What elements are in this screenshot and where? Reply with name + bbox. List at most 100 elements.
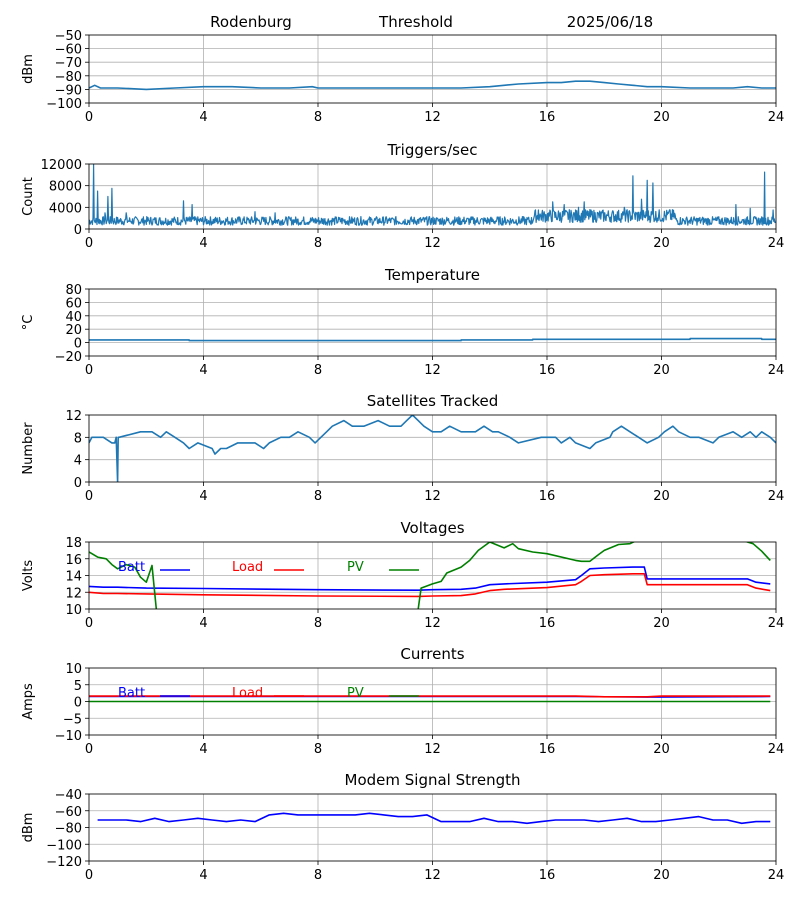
y-tick-label: −40 bbox=[55, 788, 82, 803]
x-tick-label: 4 bbox=[199, 742, 207, 757]
x-tick-label: 24 bbox=[768, 236, 785, 251]
x-tick-label: 8 bbox=[314, 236, 322, 251]
x-tick-label: 24 bbox=[768, 110, 785, 125]
x-tick-label: 24 bbox=[768, 489, 785, 504]
y-tick-label: 12 bbox=[65, 586, 82, 601]
station-name: Rodenburg bbox=[210, 13, 292, 31]
y-tick-label: 18 bbox=[65, 536, 82, 551]
y-tick-label: 0 bbox=[74, 696, 82, 711]
panel-title: Currents bbox=[400, 645, 464, 663]
series-line bbox=[89, 337, 776, 342]
y-tick-label: 80 bbox=[65, 283, 82, 298]
y-tick-label: 5 bbox=[74, 679, 82, 694]
y-tick-label: −100 bbox=[46, 838, 82, 853]
x-tick-label: 8 bbox=[314, 742, 322, 757]
axes-frame bbox=[88, 667, 777, 736]
x-tick-label: 0 bbox=[85, 110, 93, 125]
legend-label-load: Load bbox=[232, 686, 263, 701]
series-line-load bbox=[89, 695, 771, 698]
axes-frame bbox=[88, 34, 777, 104]
y-tick-label: 14 bbox=[65, 570, 82, 585]
y-tick-label: 0 bbox=[74, 476, 82, 491]
x-tick-label: 0 bbox=[85, 868, 93, 883]
x-tick-label: 8 bbox=[314, 616, 322, 631]
y-axis-label: Volts bbox=[21, 560, 36, 592]
x-tick-label: 4 bbox=[199, 616, 207, 631]
axes-frame bbox=[88, 793, 777, 862]
series-line-batt bbox=[89, 566, 771, 591]
x-tick-label: 24 bbox=[768, 868, 785, 883]
series-line-load bbox=[89, 573, 771, 598]
panel-triggers: 0 4 8 12 16 20 24 0 4000 8000 12000 Triggers/sec Cou… bbox=[21, 141, 784, 251]
series-line bbox=[97, 812, 771, 825]
x-tick-label: 12 bbox=[424, 110, 441, 125]
x-tick-label: 12 bbox=[424, 489, 441, 504]
x-tick-label: 20 bbox=[653, 110, 670, 125]
y-tick-label: −100 bbox=[46, 97, 82, 112]
y-tick-label: 8000 bbox=[49, 180, 82, 195]
legend-label-pv: PV bbox=[347, 686, 364, 701]
y-tick-label: 20 bbox=[65, 323, 82, 338]
y-tick-label: 60 bbox=[65, 296, 82, 311]
y-tick-label: 12000 bbox=[41, 158, 82, 173]
x-tick-label: 4 bbox=[199, 236, 207, 251]
panel-modem-signal: 0 4 8 12 16 20 24 −120 −100−80 −60 −40 Modem Signal… bbox=[21, 771, 784, 883]
x-tick-label: 16 bbox=[539, 616, 556, 631]
y-axis-label: dBm bbox=[21, 813, 36, 843]
y-tick-label: −80 bbox=[55, 822, 82, 837]
axes-frame bbox=[88, 541, 777, 610]
x-tick-label: 16 bbox=[539, 868, 556, 883]
legend-label-load: Load bbox=[232, 560, 263, 575]
series-line bbox=[89, 164, 776, 226]
axes-frame bbox=[88, 163, 777, 230]
x-tick-label: 4 bbox=[199, 868, 207, 883]
y-tick-label: −90 bbox=[55, 83, 82, 98]
y-tick-label: −10 bbox=[55, 729, 82, 744]
series-line bbox=[89, 80, 776, 91]
panel-title: Satellites Tracked bbox=[367, 392, 498, 410]
legend-label-batt: Batt bbox=[118, 560, 145, 575]
panel-title: Triggers/sec bbox=[387, 141, 478, 159]
x-tick-label: 0 bbox=[85, 616, 93, 631]
panel-rssi: 0 4 8 12 16 20 24 −100−90−80−70−60−50 dBm bbox=[21, 29, 784, 125]
x-tick-label: 24 bbox=[768, 742, 785, 757]
y-tick-label: 0 bbox=[74, 223, 82, 238]
y-tick-label: 10 bbox=[65, 662, 82, 677]
x-tick-label: 20 bbox=[653, 742, 670, 757]
x-tick-label: 4 bbox=[199, 489, 207, 504]
mode-label: Threshold bbox=[378, 13, 453, 31]
panel-title: Modem Signal Strength bbox=[345, 771, 521, 789]
x-tick-label: 20 bbox=[653, 236, 670, 251]
y-axis-label: dBm bbox=[21, 54, 36, 84]
y-tick-label: 10 bbox=[65, 603, 82, 618]
x-tick-label: 20 bbox=[653, 868, 670, 883]
panel-title: Voltages bbox=[400, 519, 464, 537]
x-tick-label: 8 bbox=[314, 363, 322, 378]
x-tick-label: 12 bbox=[424, 868, 441, 883]
x-tick-label: 16 bbox=[539, 363, 556, 378]
y-tick-label: −20 bbox=[55, 350, 82, 365]
y-axis-label: Count bbox=[21, 177, 36, 216]
x-tick-label: 12 bbox=[424, 616, 441, 631]
x-tick-label: 12 bbox=[424, 742, 441, 757]
y-tick-label: 16 bbox=[65, 553, 82, 568]
x-tick-label: 24 bbox=[768, 363, 785, 378]
legend-label-batt: Batt bbox=[118, 686, 145, 701]
date-label: 2025/06/18 bbox=[567, 13, 653, 31]
x-tick-label: 16 bbox=[539, 110, 556, 125]
x-tick-label: 20 bbox=[653, 489, 670, 504]
axes-frame bbox=[88, 288, 777, 357]
y-tick-label: 8 bbox=[74, 431, 82, 446]
x-tick-label: 12 bbox=[424, 236, 441, 251]
x-tick-label: 20 bbox=[653, 616, 670, 631]
y-tick-label: −80 bbox=[55, 70, 82, 85]
x-tick-label: 8 bbox=[314, 110, 322, 125]
y-axis-label: Amps bbox=[21, 683, 36, 720]
x-tick-label: 0 bbox=[85, 236, 93, 251]
axes-frame bbox=[88, 414, 777, 483]
series-line-pv bbox=[89, 542, 771, 609]
